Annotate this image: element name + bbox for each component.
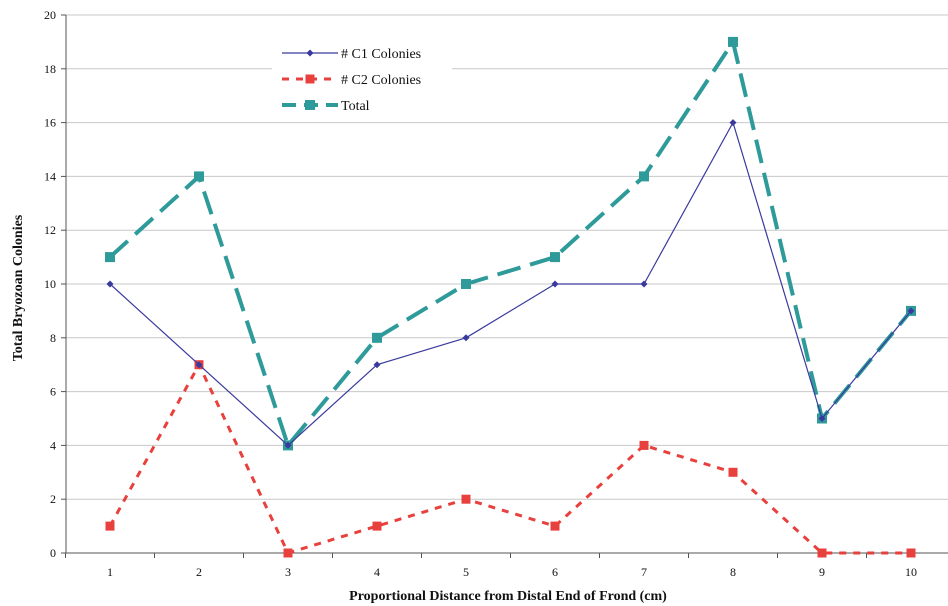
x-tick-label: 7	[641, 565, 647, 579]
x-tick-label: 3	[285, 565, 291, 579]
data-point-total	[639, 171, 649, 182]
data-point-c1-colonies	[818, 415, 826, 422]
legend-label-c2-colonies: # C2 Colonies	[341, 73, 421, 88]
data-point-c2-colonies	[461, 494, 471, 504]
data-point-total	[372, 332, 382, 343]
data-point-c1-colonies	[729, 119, 737, 127]
y-axis-label: Total Bryozoan Colonies	[11, 214, 26, 361]
x-tick-label: 6	[552, 565, 558, 579]
x-tick-label: 9	[819, 565, 825, 579]
legend-entries: # C1 Colonies # C2 Colonies Total	[282, 47, 421, 114]
y-tick-labels: 0 2 4 6 8 10 12 14 16 18 20	[44, 8, 56, 560]
series-layer	[105, 36, 916, 558]
y-tick-label: 0	[50, 546, 56, 560]
data-point-total	[105, 252, 115, 263]
legend: # C1 Colonies # C2 Colonies Total	[272, 38, 452, 120]
y-tick-label: 16	[44, 116, 56, 130]
legend-label-total: Total	[341, 99, 370, 114]
data-point-c2-colonies	[550, 521, 560, 531]
data-point-c1-colonies	[195, 361, 203, 369]
data-point-c2-colonies	[105, 521, 115, 531]
y-tick-label: 4	[50, 438, 56, 452]
data-point-total	[461, 279, 471, 289]
data-point-c1-colonies	[640, 280, 648, 288]
data-point-c2-colonies	[817, 548, 827, 558]
legend-marker-c1-colonies	[306, 49, 314, 57]
data-point-c2-colonies	[639, 440, 649, 450]
data-point-total	[194, 171, 204, 182]
x-tick-labels: 1 2 3 4 5 6 7 8 9 10	[107, 565, 917, 579]
x-tick-label: 2	[196, 565, 202, 579]
x-tick-label: 10	[905, 565, 917, 579]
x-tick-label: 8	[730, 565, 736, 579]
data-point-c2-colonies	[372, 521, 382, 531]
data-point-c1-colonies	[907, 307, 915, 315]
y-tick-label: 8	[50, 331, 56, 345]
legend-marker-c2-colonies	[305, 74, 315, 84]
x-axis-label: Proportional Distance from Distal End of…	[349, 589, 667, 604]
x-tick-label: 1	[107, 565, 113, 579]
data-point-c1-colonies	[373, 361, 381, 369]
series-c1-colonies	[106, 119, 915, 449]
data-point-c1-colonies	[106, 280, 114, 288]
data-point-c2-colonies	[728, 467, 738, 477]
series-total	[105, 36, 916, 451]
data-point-c2-colonies	[906, 548, 916, 558]
legend-entry-c2-colonies: # C2 Colonies	[282, 73, 421, 88]
y-tick-label: 10	[44, 277, 56, 291]
x-tick-label: 4	[374, 565, 380, 579]
y-tick-label: 2	[50, 492, 56, 506]
y-tick-label: 18	[44, 62, 56, 76]
y-tick-label: 6	[50, 385, 56, 399]
data-point-c1-colonies	[284, 441, 292, 449]
y-tick-label: 20	[44, 8, 56, 22]
legend-entry-total: Total	[282, 99, 370, 114]
data-point-c1-colonies	[551, 280, 559, 288]
series-line-total	[108, 39, 913, 448]
series-line-c1-colonies	[109, 121, 912, 446]
legend-marker-total	[305, 100, 315, 110]
data-point-total	[550, 252, 560, 263]
x-tick-label: 5	[463, 565, 469, 579]
axes	[61, 14, 948, 558]
legend-label-c1-colonies: # C1 Colonies	[341, 47, 421, 62]
grid	[66, 14, 948, 500]
legend-entry-c1-colonies: # C1 Colonies	[282, 47, 421, 62]
series-line-c2-colonies	[108, 363, 911, 555]
y-tick-label: 12	[44, 223, 56, 237]
data-point-total	[728, 36, 738, 47]
data-point-c1-colonies	[462, 334, 470, 342]
y-tick-label: 14	[44, 169, 56, 183]
data-point-c2-colonies	[283, 548, 293, 558]
